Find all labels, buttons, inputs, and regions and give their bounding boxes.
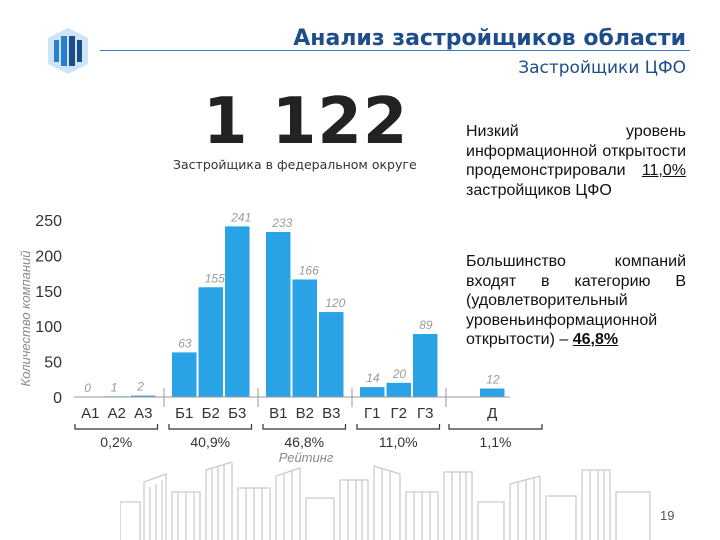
bar-value-label: 0 <box>84 381 91 395</box>
page-number: 19 <box>660 508 675 523</box>
rating-bar-chart: 0 50 100 150 200 250 Количество компаний 0 А1 1 А2… <box>18 210 543 465</box>
note1-value: 11,0% <box>641 162 686 179</box>
y-tick-label: 250 <box>35 213 62 230</box>
x-category-label: В3 <box>322 405 340 422</box>
company-logo <box>48 28 88 74</box>
group-share-label: 0,2% <box>100 434 132 450</box>
group-share-label: 46,8% <box>284 434 324 450</box>
group-bracket <box>356 424 441 430</box>
developers-count: 1 122 <box>203 85 409 159</box>
x-category-label: Д <box>487 405 497 422</box>
bar-Б2 <box>198 287 223 397</box>
developers-count-caption: Застройщика в федеральном округе <box>173 157 417 172</box>
bar-value-label: 12 <box>486 373 500 387</box>
bar-Б3 <box>225 226 250 397</box>
bar-value-label: 2 <box>136 380 144 394</box>
note2-value: 46,8% <box>572 331 619 348</box>
bar-Б1 <box>172 352 197 397</box>
group-bracket <box>448 424 543 430</box>
note1-tail: застройщиков ЦФО <box>466 181 612 199</box>
y-tick-label: 0 <box>53 390 62 407</box>
y-tick-label: 50 <box>44 355 62 372</box>
title-underline <box>100 50 690 51</box>
group-share-label: 1,1% <box>480 434 512 450</box>
y-tick-label: 150 <box>35 284 62 301</box>
y-tick-label: 200 <box>35 248 62 265</box>
note2-text: Большинство компаний входят в категорию … <box>466 253 686 348</box>
group-bracket <box>168 424 253 430</box>
bar-В1 <box>266 232 291 397</box>
bar-value-label: 89 <box>419 318 433 332</box>
x-category-label: Г2 <box>391 405 407 422</box>
bar-Г3 <box>413 333 438 397</box>
bar-Г1 <box>360 387 385 397</box>
bar-value-label: 120 <box>325 296 345 310</box>
x-category-label: А1 <box>81 405 99 422</box>
note-category-b: Большинство компаний входят в категорию … <box>466 252 686 350</box>
bar-В2 <box>292 279 317 397</box>
bar-В3 <box>319 312 344 397</box>
page-subtitle: Застройщики ЦФО <box>518 58 686 78</box>
bar-Г2 <box>386 382 411 397</box>
x-category-label: Б1 <box>175 405 193 422</box>
group-share-label: 11,0% <box>379 434 418 450</box>
x-category-label: А3 <box>134 405 152 422</box>
x-axis-title: Рейтинг <box>279 450 334 465</box>
x-category-label: В1 <box>269 405 287 422</box>
note-low-openness: Низкий уровень информационной открытости… <box>466 122 686 200</box>
x-category-label: Б2 <box>202 405 220 422</box>
bar-value-label: 166 <box>299 263 319 277</box>
bar-value-label: 20 <box>392 367 407 381</box>
bar-Д <box>480 388 505 397</box>
bar-value-label: 63 <box>178 336 192 350</box>
page-title: Анализ застройщиков области <box>293 26 686 51</box>
group-share-label: 40,9% <box>190 434 230 450</box>
note1-text: Низкий уровень информационной открытости… <box>466 123 686 179</box>
bar-value-label: 155 <box>205 271 225 285</box>
group-bracket <box>262 424 347 430</box>
y-axis-title: Количество компаний <box>18 251 33 387</box>
buildings-decoration <box>120 462 651 540</box>
bar-А3 <box>131 395 156 397</box>
bar-value-label: 241 <box>230 210 251 224</box>
bar-value-label: 14 <box>366 371 380 385</box>
x-category-label: Г3 <box>417 405 433 422</box>
x-category-label: Г1 <box>364 405 380 422</box>
x-category-label: В2 <box>296 405 314 422</box>
bar-value-label: 233 <box>271 216 292 230</box>
group-bracket <box>74 424 159 430</box>
y-tick-label: 100 <box>35 319 62 336</box>
bar-value-label: 1 <box>111 380 118 394</box>
x-category-label: А2 <box>108 405 126 422</box>
x-category-label: Б3 <box>228 405 246 422</box>
